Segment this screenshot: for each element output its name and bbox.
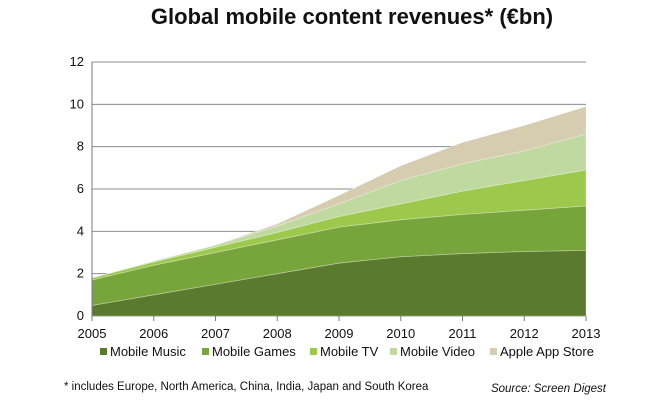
- legend-swatch-mobile-video: [390, 348, 397, 355]
- y-tick-label: 10: [70, 96, 84, 111]
- y-tick-label: 12: [70, 54, 84, 69]
- legend-swatch-mobile-tv: [310, 348, 317, 355]
- legend-swatch-apple-app-store: [490, 348, 497, 355]
- legend-swatch-mobile-music: [100, 348, 107, 355]
- legend-swatch-mobile-games: [202, 348, 209, 355]
- legend-label-apple-app-store: Apple App Store: [500, 344, 594, 359]
- chart-source: Source: Screen Digest: [491, 383, 607, 395]
- y-tick-label: 2: [77, 266, 84, 281]
- x-tick-label: 2012: [510, 326, 539, 341]
- axis-layer: 0 2 4 6 8 10 12 2005 2006 2007 2008 2009 2010 2011 201…: [70, 54, 601, 341]
- x-tick-label: 2006: [139, 326, 168, 341]
- chart-title: Global mobile content revenues* (€bn): [151, 4, 553, 29]
- y-tick-label: 0: [77, 308, 84, 323]
- y-tick-label: 6: [77, 181, 84, 196]
- x-tick-label: 2011: [449, 326, 477, 341]
- y-tick-label: 4: [77, 223, 84, 238]
- x-tick-label: 2010: [386, 326, 415, 341]
- legend-label-mobile-tv: Mobile TV: [320, 344, 379, 359]
- x-tick-label: 2009: [325, 326, 354, 341]
- area-layer: [91, 105, 587, 317]
- x-tick-label: 2007: [201, 326, 230, 341]
- area-series-mobile-video: [91, 133, 587, 279]
- legend: Mobile Music Mobile Games Mobile TV Mobile …: [100, 344, 594, 359]
- area-series-apple-app-store: [91, 105, 587, 279]
- y-tick-label: 8: [77, 139, 84, 154]
- legend-label-mobile-music: Mobile Music: [110, 344, 186, 359]
- x-tick-label: 2008: [263, 326, 292, 341]
- legend-label-mobile-video: Mobile Video: [400, 344, 475, 359]
- x-tick-label: 2013: [572, 326, 601, 341]
- chart-footnote: * includes Europe, North America, China,…: [64, 381, 429, 393]
- x-tick-label: 2005: [78, 326, 107, 341]
- legend-label-mobile-games: Mobile Games: [212, 344, 296, 359]
